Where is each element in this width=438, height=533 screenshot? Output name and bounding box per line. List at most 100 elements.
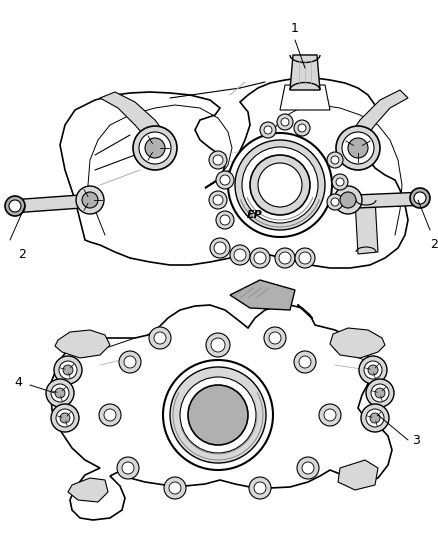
Circle shape (99, 404, 121, 426)
Text: 4: 4 (14, 376, 22, 390)
Polygon shape (290, 55, 320, 90)
Circle shape (258, 163, 302, 207)
Circle shape (242, 147, 318, 223)
Circle shape (228, 133, 332, 237)
Circle shape (331, 156, 339, 164)
Circle shape (277, 114, 293, 130)
Circle shape (414, 192, 426, 204)
Polygon shape (50, 305, 392, 520)
Polygon shape (10, 195, 82, 213)
Circle shape (361, 404, 389, 432)
Polygon shape (230, 280, 295, 310)
Circle shape (9, 200, 21, 212)
Circle shape (213, 195, 223, 205)
Circle shape (54, 356, 82, 384)
Circle shape (119, 351, 141, 373)
Circle shape (76, 186, 104, 214)
Circle shape (220, 215, 230, 225)
Circle shape (154, 332, 166, 344)
Circle shape (210, 238, 230, 258)
Circle shape (298, 124, 306, 132)
Circle shape (82, 192, 98, 208)
Circle shape (170, 367, 266, 463)
Circle shape (264, 327, 286, 349)
Circle shape (139, 132, 171, 164)
Circle shape (342, 132, 374, 164)
Circle shape (327, 194, 343, 210)
Circle shape (250, 248, 270, 268)
Polygon shape (68, 478, 108, 502)
Circle shape (336, 178, 344, 186)
Polygon shape (355, 192, 427, 208)
Circle shape (209, 191, 227, 209)
Circle shape (206, 333, 230, 357)
Polygon shape (330, 328, 385, 358)
Circle shape (230, 245, 250, 265)
Circle shape (410, 188, 430, 208)
Circle shape (332, 174, 348, 190)
Circle shape (122, 462, 134, 474)
Circle shape (368, 365, 378, 375)
Circle shape (375, 388, 385, 398)
Circle shape (319, 404, 341, 426)
Circle shape (299, 356, 311, 368)
Circle shape (249, 477, 271, 499)
Circle shape (275, 248, 295, 268)
Polygon shape (355, 198, 378, 254)
Circle shape (46, 379, 74, 407)
Text: 1: 1 (291, 22, 299, 35)
Circle shape (235, 140, 325, 230)
Circle shape (213, 155, 223, 165)
Polygon shape (280, 85, 330, 110)
Circle shape (60, 413, 70, 423)
Circle shape (364, 361, 382, 379)
Circle shape (216, 211, 234, 229)
Circle shape (5, 196, 25, 216)
Circle shape (254, 252, 266, 264)
Circle shape (366, 379, 394, 407)
Text: 2: 2 (18, 248, 26, 261)
Text: 2: 2 (430, 238, 438, 251)
Circle shape (371, 384, 389, 402)
Polygon shape (55, 330, 110, 358)
Polygon shape (60, 78, 408, 268)
Circle shape (51, 404, 79, 432)
Circle shape (216, 171, 234, 189)
Circle shape (366, 409, 384, 427)
Circle shape (117, 457, 139, 479)
Circle shape (169, 482, 181, 494)
Circle shape (211, 338, 225, 352)
Circle shape (234, 249, 246, 261)
Circle shape (59, 361, 77, 379)
Circle shape (188, 385, 248, 445)
Circle shape (56, 409, 74, 427)
Circle shape (281, 118, 289, 126)
Circle shape (302, 462, 314, 474)
Polygon shape (338, 460, 378, 490)
Circle shape (164, 477, 186, 499)
Circle shape (299, 252, 311, 264)
Circle shape (269, 332, 281, 344)
Circle shape (334, 186, 362, 214)
Circle shape (336, 126, 380, 170)
Circle shape (260, 122, 276, 138)
Text: EP: EP (247, 210, 263, 220)
Circle shape (63, 365, 73, 375)
Circle shape (264, 126, 272, 134)
Polygon shape (100, 92, 170, 155)
Circle shape (55, 388, 65, 398)
Circle shape (149, 327, 171, 349)
Circle shape (294, 351, 316, 373)
Circle shape (340, 192, 356, 208)
Circle shape (104, 409, 116, 421)
Circle shape (220, 175, 230, 185)
Circle shape (180, 377, 256, 453)
Polygon shape (348, 90, 408, 152)
Circle shape (250, 155, 310, 215)
Text: 3: 3 (412, 433, 420, 447)
Circle shape (327, 152, 343, 168)
Circle shape (133, 126, 177, 170)
Circle shape (254, 482, 266, 494)
Circle shape (324, 409, 336, 421)
Circle shape (359, 356, 387, 384)
